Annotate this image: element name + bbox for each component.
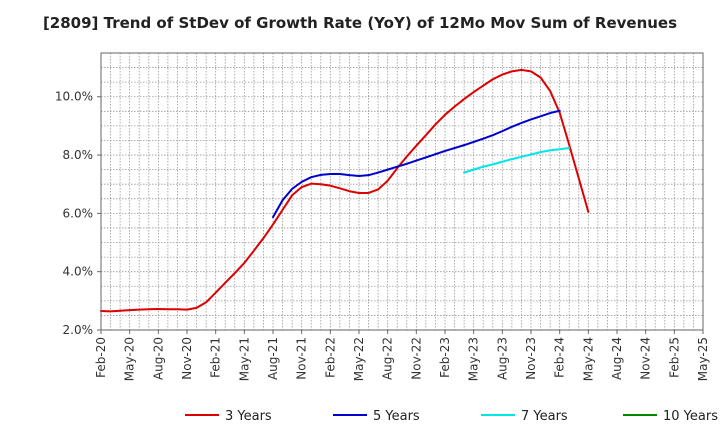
x-tick-label: Aug-21 [266,337,280,380]
x-tick-label: May-25 [696,337,710,381]
axes: 2.0% 4.0% 6.0% 8.0% 10.0% Feb-20 May-20 Aug-20 N… [55,52,710,381]
legend-label: 3 Years [225,409,272,424]
legend-label: 10 Years [663,409,718,424]
y-tick-label: 2.0% [63,323,94,337]
grid-lines [101,53,703,330]
x-tick-label: Feb-23 [438,337,452,378]
series-line-5-years [272,109,561,219]
y-tick-label: 8.0% [63,148,94,162]
x-tick-label: Aug-20 [151,337,165,380]
legend: 3 Years 5 Years 7 Years 10 Years [185,409,718,424]
x-tick-label: Nov-20 [180,337,194,380]
x-tick-label: May-20 [123,337,137,381]
x-tick-label: May-22 [352,337,366,381]
x-tick-label: Nov-24 [639,337,653,380]
plot-area [101,53,703,330]
x-tick-label: Nov-22 [409,337,423,380]
x-tick-label: Nov-23 [524,337,538,380]
x-tick-label: May-21 [237,337,251,381]
x-tick-label: Feb-20 [94,337,108,378]
y-tick-label: 10.0% [55,90,93,104]
x-tick-label: Feb-22 [323,337,337,378]
x-tick-label: May-23 [467,337,481,381]
x-tick-label: Nov-21 [295,337,309,380]
chart-title: [2809] Trend of StDev of Growth Rate (Yo… [42,14,678,32]
x-tick-label: May-24 [581,337,595,381]
plot-border [100,52,704,331]
legend-label: 7 Years [521,409,568,424]
y-tick-label: 4.0% [63,265,94,279]
x-tick-label: Aug-24 [610,337,624,380]
y-tick-label: 6.0% [63,206,94,220]
x-tick-label: Feb-25 [667,337,681,378]
legend-label: 5 Years [373,409,420,424]
x-tick-label: Feb-21 [209,337,223,378]
series-lines [100,68,590,313]
plot-background [101,53,703,330]
x-tick-label: Aug-22 [381,337,395,380]
x-tick-label: Aug-23 [495,337,509,380]
series-line-7-years [463,147,571,174]
series-line-3-years [100,68,590,313]
x-tick-label: Feb-24 [553,337,567,378]
